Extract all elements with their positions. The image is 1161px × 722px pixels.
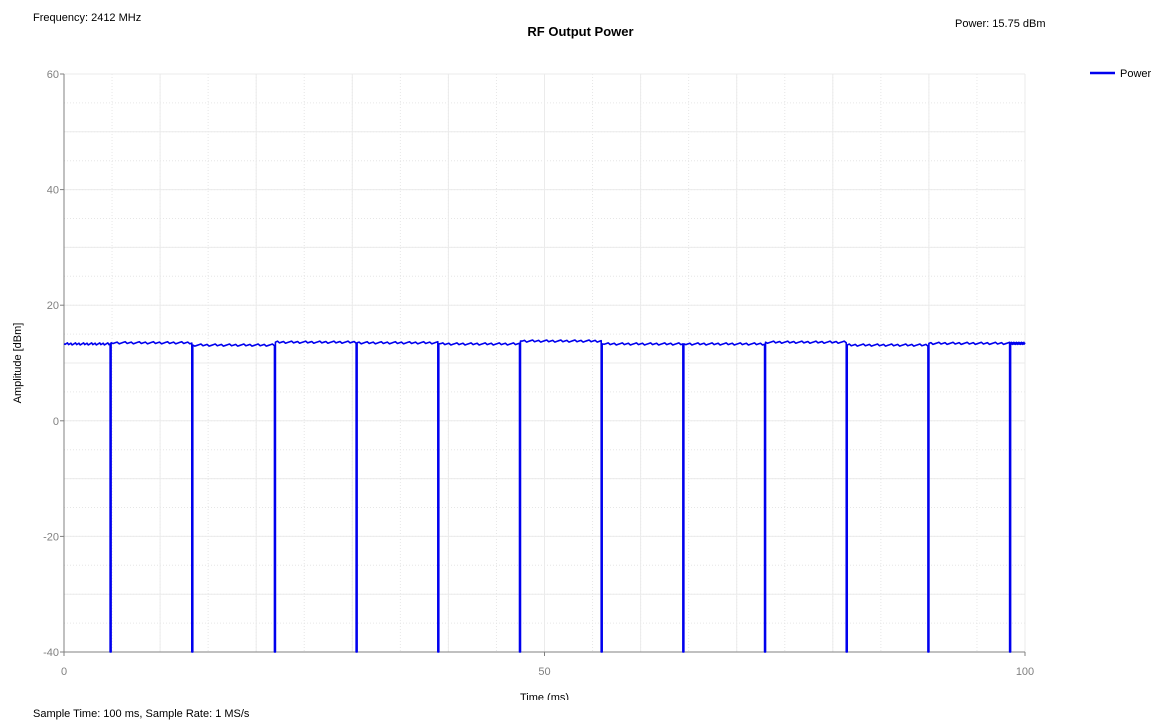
- chart-canvas: -40 -20 0 20 40 60 0 50 100 Amplitude [dBm] Tim…: [12, 68, 1152, 700]
- y-tick-label: 40: [47, 185, 59, 197]
- legend: Power: [1090, 68, 1152, 80]
- y-tick-labels: -40 -20 0 20 40 60: [43, 69, 64, 659]
- x-tick-label: 100: [1016, 666, 1034, 678]
- y-tick-label: 20: [47, 300, 59, 312]
- series-line-power: [63, 339, 1026, 653]
- sample-info: Sample Time: 100 ms, Sample Rate: 1 MS/s: [33, 708, 250, 720]
- x-tick-label: 0: [61, 666, 67, 678]
- x-tick-label: 50: [538, 666, 550, 678]
- y-tick-label: -20: [43, 531, 59, 543]
- series-group: [63, 339, 1026, 653]
- x-tick-labels: 0 50 100: [61, 652, 1034, 678]
- y-tick-label: 60: [47, 69, 59, 81]
- power-readout: Power: 15.75 dBm: [955, 18, 1046, 30]
- x-axis-title: Time (ms): [520, 692, 569, 700]
- chart-title: RF Output Power: [527, 24, 634, 39]
- legend-label-power: Power: [1120, 68, 1152, 80]
- y-axis-title: Amplitude [dBm]: [12, 323, 24, 404]
- frequency-readout: Frequency: 2412 MHz: [33, 12, 142, 24]
- y-tick-label: 0: [53, 416, 59, 428]
- y-tick-label: -40: [43, 647, 59, 659]
